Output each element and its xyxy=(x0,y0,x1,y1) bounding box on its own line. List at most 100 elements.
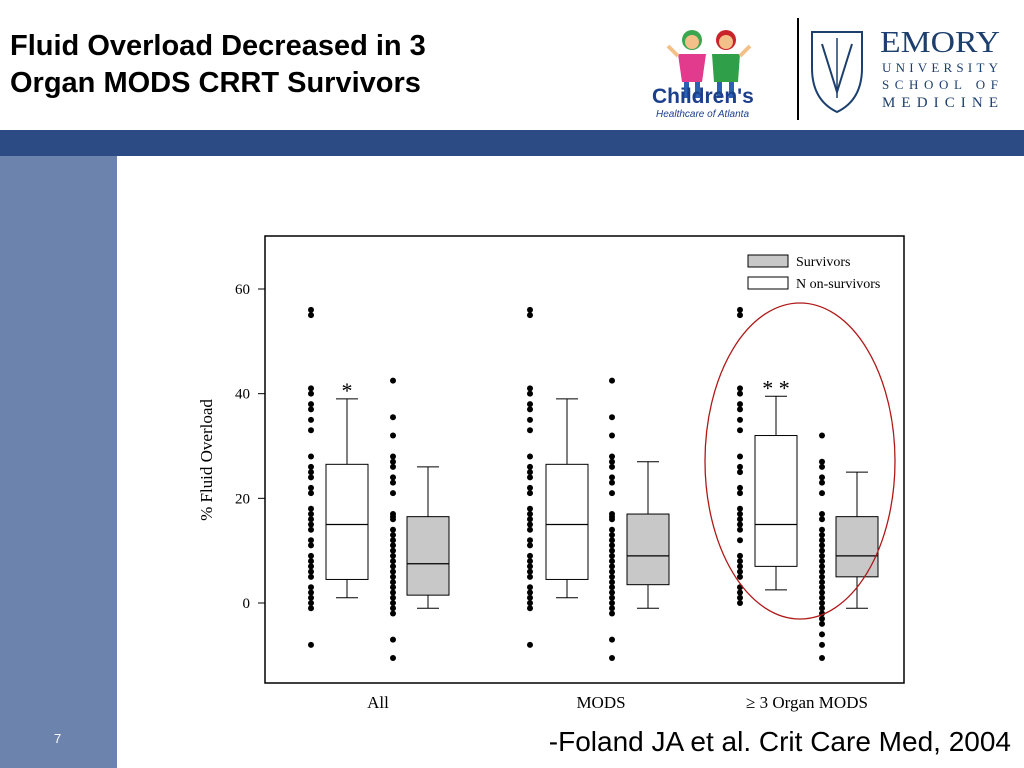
emory-line-3: SCHOOL OF xyxy=(882,77,998,92)
data-point xyxy=(819,558,825,565)
data-point xyxy=(737,568,743,575)
data-point xyxy=(527,427,533,434)
data-point xyxy=(308,474,314,481)
data-point xyxy=(819,615,825,622)
data-point xyxy=(390,558,396,565)
data-point xyxy=(308,558,314,565)
data-point xyxy=(819,594,825,601)
box-iqr xyxy=(545,463,589,580)
data-point xyxy=(737,589,743,596)
emory-wordmark: EMORY xyxy=(880,24,1000,59)
data-point xyxy=(527,521,533,528)
data-point xyxy=(308,605,314,612)
data-point xyxy=(308,469,314,476)
data-point xyxy=(527,453,533,460)
data-point xyxy=(308,385,314,392)
data-point xyxy=(819,479,825,486)
data-point xyxy=(527,563,533,570)
data-point xyxy=(609,589,615,596)
data-point xyxy=(308,416,314,423)
header-band xyxy=(0,130,1024,156)
data-point xyxy=(609,479,615,486)
y-axis-label: % Fluid Overload xyxy=(197,399,216,521)
data-point xyxy=(819,463,825,470)
data-point xyxy=(819,552,825,559)
data-point xyxy=(308,552,314,559)
data-point xyxy=(390,563,396,570)
data-point xyxy=(609,463,615,470)
data-point xyxy=(609,526,615,533)
data-point xyxy=(390,377,396,384)
data-point xyxy=(527,469,533,476)
data-point xyxy=(308,390,314,397)
data-point xyxy=(390,531,396,538)
data-point xyxy=(609,568,615,575)
data-point xyxy=(527,390,533,397)
childrens-healthcare-logo: Children's Healthcare of Atlanta xyxy=(652,30,754,120)
left-sidebar-panel xyxy=(0,156,117,768)
data-point xyxy=(819,641,825,648)
data-point xyxy=(819,432,825,439)
data-point xyxy=(737,516,743,523)
data-point xyxy=(819,490,825,497)
data-point xyxy=(737,552,743,559)
data-point xyxy=(527,416,533,423)
data-point xyxy=(308,600,314,606)
data-point xyxy=(308,526,314,533)
data-point xyxy=(737,558,743,565)
data-point xyxy=(737,573,743,580)
data-point xyxy=(527,605,533,612)
significance-marker: * xyxy=(342,378,353,403)
data-point xyxy=(737,505,743,512)
data-point xyxy=(308,427,314,434)
data-point xyxy=(390,516,396,523)
data-point xyxy=(609,531,615,538)
data-point xyxy=(609,547,615,554)
plot-frame xyxy=(264,235,905,684)
data-point xyxy=(737,406,743,413)
x-group-label: All xyxy=(367,693,389,712)
data-point xyxy=(527,505,533,512)
data-point xyxy=(609,584,615,591)
box-iqr xyxy=(626,513,670,586)
data-point xyxy=(527,542,533,549)
box-iqr xyxy=(754,435,798,567)
data-point xyxy=(308,306,314,313)
data-point xyxy=(737,463,743,470)
data-point xyxy=(609,490,615,497)
legend-label-nonsurvivors: N on-survivors xyxy=(796,277,880,292)
data-point xyxy=(390,537,396,544)
data-point xyxy=(819,584,825,591)
page-number: 7 xyxy=(54,731,62,746)
data-point xyxy=(609,654,615,661)
data-point xyxy=(819,526,825,533)
emory-shield-icon xyxy=(811,31,863,114)
data-point xyxy=(308,484,314,491)
data-point xyxy=(308,584,314,591)
emory-medicine-logo: EMORY UNIVERSITY SCHOOL OF MEDICINE xyxy=(811,24,1000,114)
data-point xyxy=(527,312,533,319)
data-point xyxy=(527,568,533,575)
data-point xyxy=(819,600,825,606)
x-group-label: ≥ 3 Organ MODS xyxy=(746,693,868,712)
legend-swatch-nonsurvivors xyxy=(747,276,789,290)
data-point xyxy=(737,306,743,313)
data-point xyxy=(737,469,743,476)
data-point xyxy=(390,584,396,591)
data-point xyxy=(527,573,533,580)
childrens-name: Children's xyxy=(652,85,754,108)
data-point xyxy=(819,531,825,538)
data-point xyxy=(390,579,396,586)
data-point xyxy=(308,511,314,518)
data-point xyxy=(527,589,533,596)
data-point xyxy=(737,416,743,423)
data-point xyxy=(390,542,396,549)
data-point xyxy=(527,526,533,533)
data-point xyxy=(390,610,396,617)
data-point xyxy=(737,427,743,434)
data-point xyxy=(308,594,314,601)
data-point xyxy=(527,552,533,559)
data-point xyxy=(527,594,533,601)
data-point xyxy=(609,605,615,612)
